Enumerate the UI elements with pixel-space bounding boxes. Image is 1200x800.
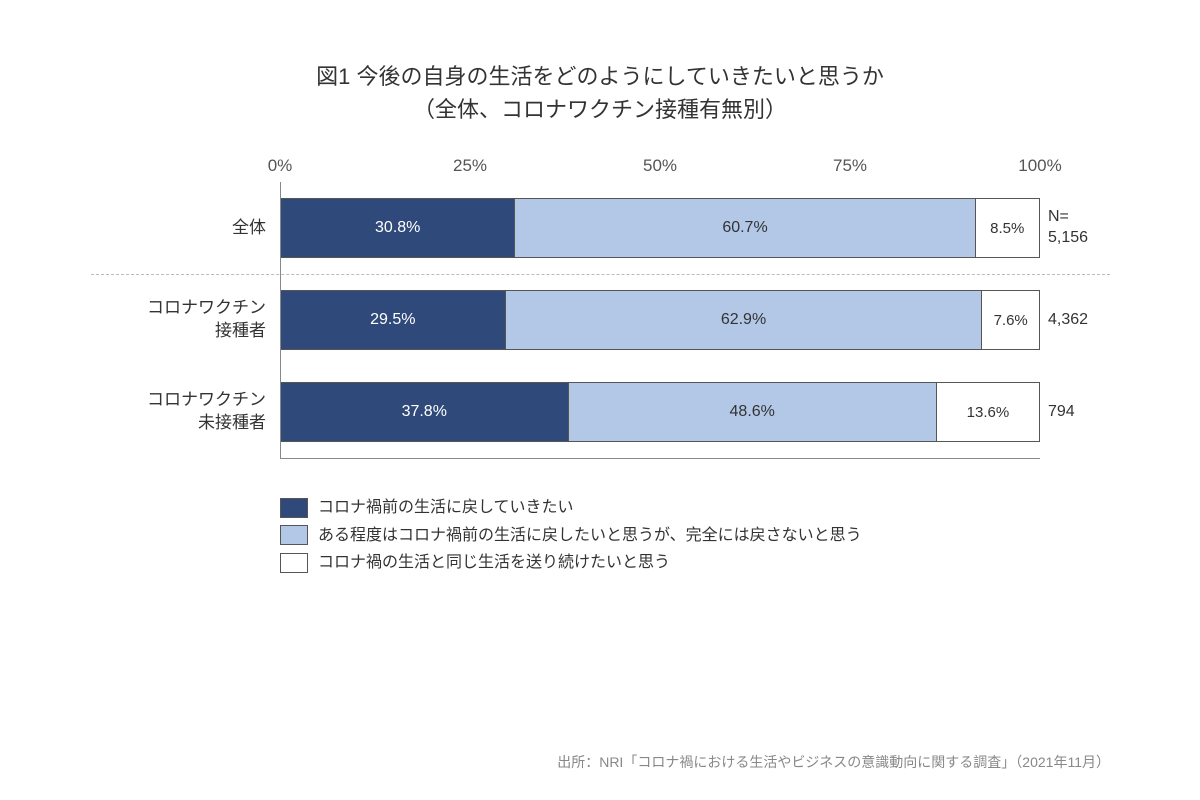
legend-label: コロナ禍の生活と同じ生活を送り続けたいと思う (318, 550, 670, 576)
segment-keep-corona-life: 7.6% (981, 291, 1039, 349)
segment-return-partial: 62.9% (505, 291, 982, 349)
axis-label-spacer (90, 156, 280, 182)
x-axis-ticks: 0%25%50%75%100% (280, 156, 1040, 182)
legend-swatch (280, 525, 308, 545)
x-axis-tick: 50% (643, 156, 677, 176)
sample-size-column: N=5,1564,362794 (1040, 156, 1110, 459)
title-line-2: （全体、コロナワクチン接種有無別） (413, 97, 787, 122)
legend-label: コロナ禍前の生活に戻していきたい (318, 495, 574, 521)
segment-return-fully: 37.8% (281, 383, 568, 441)
plot-area: 30.8% 60.7% 8.5% 29.5% 62.9% 7.6% 37.8% 48.6% 13… (280, 182, 1040, 459)
segment-return-partial: 60.7% (514, 199, 974, 257)
legend-item: ある程度はコロナ禍前の生活に戻したいと思うが、完全には戻さないと思う (280, 523, 1110, 549)
segment-value-label: 37.8% (402, 403, 447, 421)
stacked-bar: 29.5% 62.9% 7.6% (281, 290, 1040, 350)
segment-value-label: 29.5% (370, 311, 415, 329)
title-line-1: 図1 今後の自身の生活をどのようにしていきたいと思うか (316, 64, 884, 89)
stacked-bar: 37.8% 48.6% 13.6% (281, 382, 1040, 442)
segment-value-label: 13.6% (967, 404, 1010, 421)
segment-value-label: 60.7% (722, 219, 767, 237)
bar-row: 29.5% 62.9% 7.6% (281, 274, 1040, 366)
legend-swatch (280, 498, 308, 518)
x-axis-tick: 0% (268, 156, 293, 176)
figure-container: 図1 今後の自身の生活をどのようにしていきたいと思うか （全体、コロナワクチン接… (0, 0, 1200, 800)
x-axis-tick: 25% (453, 156, 487, 176)
sample-size-value: 4,362 (1040, 274, 1110, 366)
segment-value-label: 30.8% (375, 219, 420, 237)
segment-return-fully: 30.8% (281, 199, 514, 257)
legend-swatch (280, 553, 308, 573)
sample-size-value: 794 (1040, 366, 1110, 458)
segment-value-label: 48.6% (730, 403, 775, 421)
category-label: コロナワクチン接種者 (90, 274, 280, 366)
category-labels-column: 全体コロナワクチン接種者コロナワクチン未接種者 (90, 156, 280, 459)
segment-value-label: 8.5% (990, 220, 1024, 237)
legend-label: ある程度はコロナ禍前の生活に戻したいと思うが、完全には戻さないと思う (318, 523, 862, 549)
category-label: コロナワクチン未接種者 (90, 366, 280, 458)
legend-item: コロナ禍の生活と同じ生活を送り続けたいと思う (280, 550, 1110, 576)
segment-keep-corona-life: 13.6% (936, 383, 1039, 441)
chart-body: 全体コロナワクチン接種者コロナワクチン未接種者 0%25%50%75%100% … (90, 156, 1110, 459)
chart-title: 図1 今後の自身の生活をどのようにしていきたいと思うか （全体、コロナワクチン接… (90, 60, 1110, 126)
plot-column: 0%25%50%75%100% 30.8%60.7%8.5%29.5%62.9%… (280, 156, 1040, 459)
segment-value-label: 7.6% (994, 312, 1028, 329)
category-label: 全体 (90, 182, 280, 274)
legend: コロナ禍前の生活に戻していきたいある程度はコロナ禍前の生活に戻したいと思うが、完… (280, 495, 1110, 576)
segment-return-fully: 29.5% (281, 291, 505, 349)
x-axis-tick: 100% (1018, 156, 1061, 176)
segment-keep-corona-life: 8.5% (975, 199, 1039, 257)
segment-value-label: 62.9% (721, 311, 766, 329)
bar-row: 30.8% 60.7% 8.5% (281, 182, 1040, 274)
legend-item: コロナ禍前の生活に戻していきたい (280, 495, 1110, 521)
segment-return-partial: 48.6% (568, 383, 936, 441)
source-citation: 出所：NRI「コロナ禍における生活やビジネスの意識動向に関する調査」（2021年… (557, 752, 1110, 772)
x-axis-tick: 75% (833, 156, 867, 176)
sample-size-value: N=5,156 (1040, 182, 1110, 274)
stacked-bar: 30.8% 60.7% 8.5% (281, 198, 1040, 258)
bar-row: 37.8% 48.6% 13.6% (281, 366, 1040, 458)
